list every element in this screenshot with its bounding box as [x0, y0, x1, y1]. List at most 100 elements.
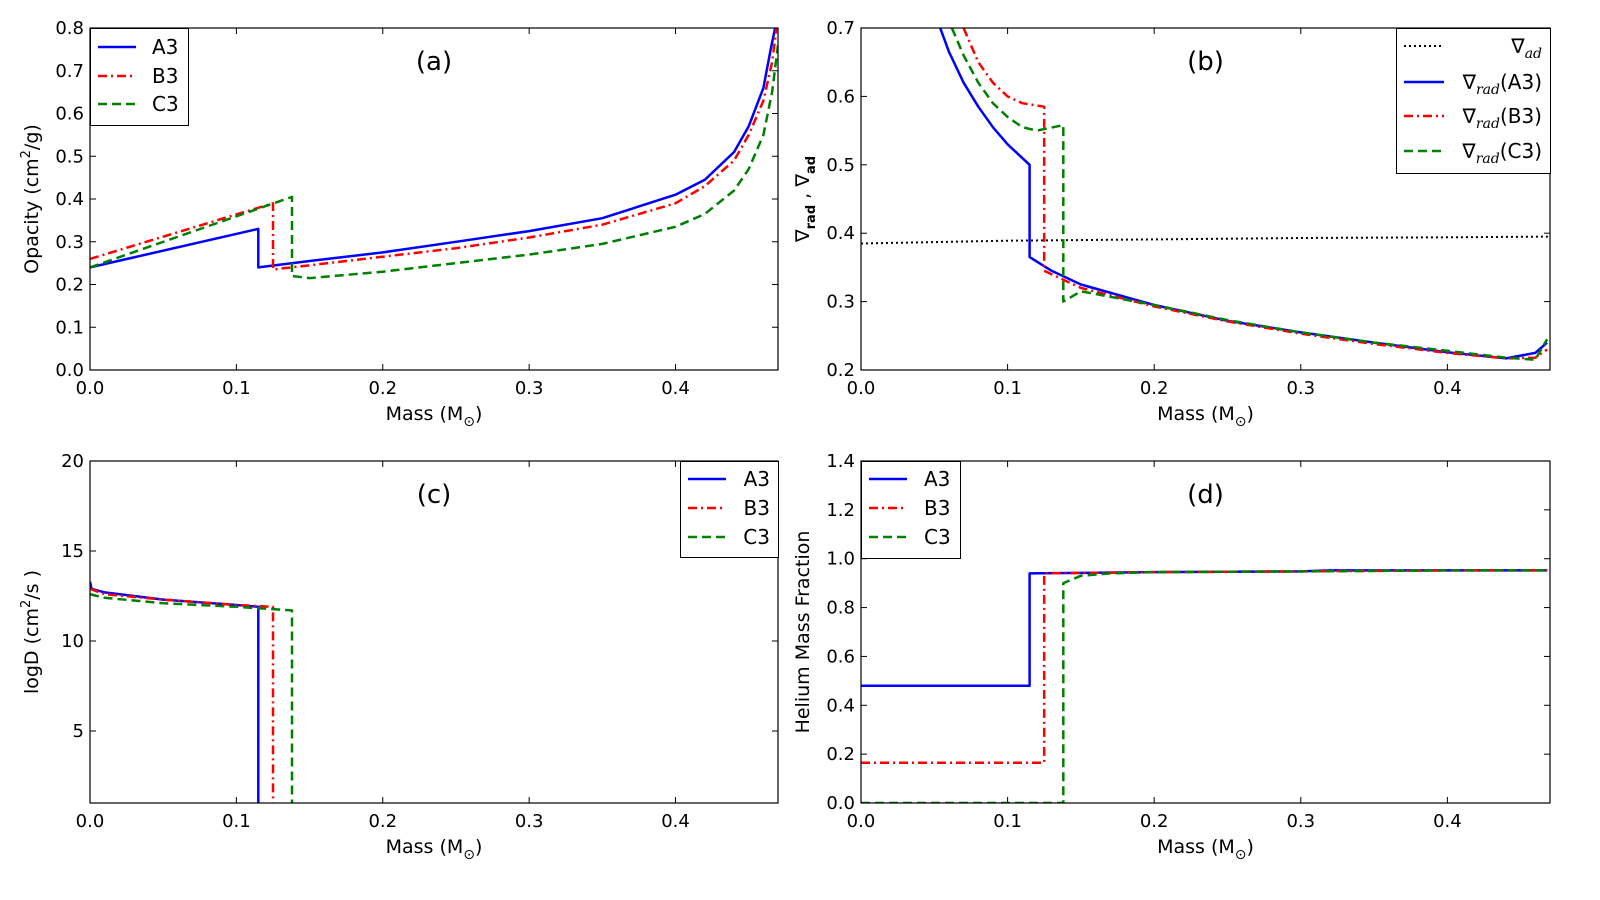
- series-line-a-1: [90, 28, 778, 271]
- x-tick-label: 0.4: [1433, 378, 1462, 399]
- x-axis-label: Mass (M⊙): [1157, 836, 1254, 863]
- x-axis-label: Mass (M⊙): [386, 836, 483, 863]
- y-tick-label: 1.4: [826, 451, 855, 472]
- legend-entry: C3: [924, 525, 951, 549]
- y-tick-label: 0.4: [826, 223, 855, 244]
- y-tick-label: 1.0: [826, 549, 855, 570]
- y-tick-label: 0.4: [55, 189, 84, 210]
- x-tick-label: 0.1: [222, 811, 251, 832]
- y-tick-label: 0.8: [55, 18, 84, 39]
- legend-entry: ∇rad(C3): [1461, 139, 1542, 167]
- legend-entry: A3: [152, 35, 178, 59]
- x-tick-label: 0.1: [993, 811, 1022, 832]
- y-tick-label: 0.0: [826, 793, 855, 814]
- legend-entry: B3: [744, 496, 770, 520]
- plot-frame: [860, 460, 1551, 804]
- y-tick-label: 0.2: [55, 275, 84, 296]
- x-tick-label: 0.0: [76, 811, 105, 832]
- y-tick-label: 0.5: [826, 155, 855, 176]
- panel-b: 0.0 0.1 0.2 0.3 0.4 0.2 0.3 0.4 0.5 0.6 0.7 Mass (M…: [792, 18, 1551, 430]
- legend-entry: ∇rad(B3): [1462, 104, 1542, 132]
- legend-entry: ∇ad: [1510, 34, 1542, 62]
- x-tick-label: 0.0: [847, 811, 876, 832]
- series-line-b-2: [962, 28, 1548, 360]
- series-line-b-0: [861, 235, 1550, 245]
- y-axis-label: logD (cm2/s ): [19, 570, 43, 694]
- legend-box: [861, 461, 961, 559]
- y-tick-label: 0.2: [826, 360, 855, 381]
- series-line-d-0: [861, 569, 1548, 687]
- y-axis-label: Helium Mass Fraction: [792, 531, 814, 734]
- y-tick-label: 0.5: [55, 146, 84, 167]
- panel-d: 0.0 0.1 0.2 0.3 0.4 0.0 0.2 0.4 0.6 0.8 1.0 1.2 1.4 M…: [792, 451, 1551, 863]
- y-tick-label: 10: [61, 631, 84, 652]
- y-tick-label: 0.8: [826, 598, 855, 619]
- y-tick-label: 0.2: [826, 744, 855, 765]
- y-tick-label: 0.7: [55, 61, 84, 82]
- panel-label: (b): [1187, 47, 1224, 77]
- panel-label: (a): [416, 47, 452, 77]
- legend-entry: B3: [152, 64, 178, 88]
- y-tick-label: 0.4: [826, 695, 855, 716]
- x-tick-label: 0.0: [76, 378, 105, 399]
- x-tick-label: 0.3: [515, 378, 544, 399]
- y-tick-label: 0.6: [826, 86, 855, 107]
- panel-label: (c): [417, 480, 452, 510]
- y-tick-label: 0.3: [826, 292, 855, 313]
- y-tick-label: 5: [73, 721, 84, 742]
- x-tick-label: 0.4: [661, 811, 690, 832]
- x-tick-label: 0.2: [1140, 378, 1169, 399]
- x-tick-label: 0.2: [368, 811, 397, 832]
- y-tick-label: 0.7: [826, 18, 855, 39]
- x-axis-label: Mass (M⊙): [386, 403, 483, 430]
- legend: ∇ad ∇rad(A3) ∇rad(B3) ∇rad(C3): [1396, 28, 1551, 174]
- plot-frame: [860, 27, 1551, 371]
- legend-entry: ∇rad(A3): [1462, 70, 1542, 98]
- y-axis-label: ∇rad , ∇ad: [792, 156, 819, 243]
- series-line-c-2: [90, 592, 294, 803]
- x-tick-label: 0.4: [661, 378, 690, 399]
- series-line-a-0: [90, 28, 777, 269]
- x-tick-label: 0.3: [515, 811, 544, 832]
- y-tick-label: 15: [61, 541, 84, 562]
- series-line-c-1: [90, 587, 275, 803]
- legend-entry: A3: [924, 467, 950, 491]
- legend: A3 B3 C3: [861, 461, 961, 559]
- series-line-a-2: [90, 44, 778, 280]
- x-tick-label: 0.1: [993, 378, 1022, 399]
- panel-a: 0.0 0.1 0.2 0.3 0.4 0.0 0.1 0.2 0.3 0.4 0.5 0.6 0.7 0…: [19, 18, 779, 430]
- panel-label: (d): [1187, 480, 1224, 510]
- series-line-d-2: [861, 569, 1548, 803]
- y-tick-label: 20: [61, 451, 84, 472]
- y-tick-label: 0.0: [55, 360, 84, 381]
- panel-c: 0.0 0.1 0.2 0.3 0.4 5 10 15 20 Mass (M⊙) logD (cm2…: [19, 451, 779, 863]
- x-tick-label: 0.2: [1140, 811, 1169, 832]
- legend: A3 B3 C3: [90, 28, 189, 126]
- plot-frame: [89, 460, 779, 804]
- legend-entry: C3: [152, 92, 179, 116]
- y-tick-label: 0.6: [55, 104, 84, 125]
- y-tick-label: 0.1: [55, 317, 84, 338]
- plot-frame: [89, 27, 779, 371]
- legend-box: [1396, 28, 1551, 174]
- x-axis-label: Mass (M⊙): [1157, 403, 1254, 430]
- x-tick-label: 0.2: [368, 378, 397, 399]
- legend-box: [680, 461, 779, 558]
- legend-entry: C3: [743, 525, 770, 549]
- x-tick-label: 0.3: [1286, 811, 1315, 832]
- y-tick-label: 0.6: [826, 646, 855, 667]
- y-tick-label: 1.2: [826, 500, 855, 521]
- legend-entry: A3: [744, 467, 770, 491]
- legend: A3 B3 C3: [680, 461, 779, 558]
- series-line-c-0: [90, 581, 260, 803]
- y-tick-label: 0.3: [55, 232, 84, 253]
- series-line-d-1: [861, 569, 1548, 764]
- x-tick-label: 0.3: [1286, 378, 1315, 399]
- x-tick-label: 0.4: [1433, 811, 1462, 832]
- x-tick-label: 0.1: [222, 378, 251, 399]
- y-axis-label: Opacity (cm2/g): [19, 124, 43, 274]
- x-tick-label: 0.0: [847, 378, 876, 399]
- series-line-b-3: [950, 28, 1549, 361]
- legend-entry: B3: [924, 496, 950, 520]
